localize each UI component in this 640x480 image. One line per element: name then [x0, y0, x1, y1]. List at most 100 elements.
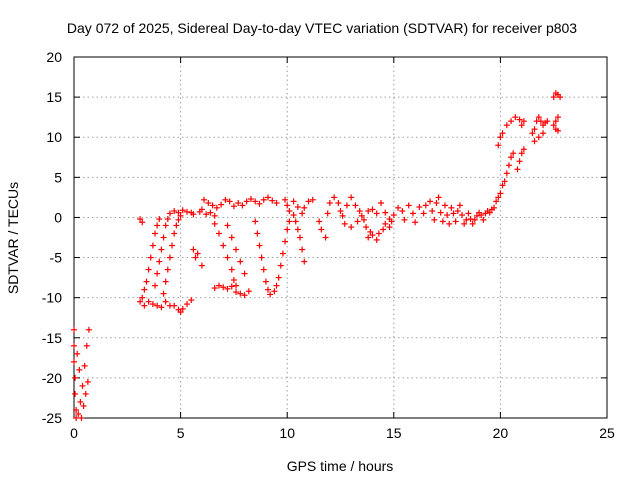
- data-point: [322, 234, 329, 241]
- data-point: [205, 200, 212, 207]
- data-point: [433, 200, 440, 207]
- data-point: [211, 285, 218, 292]
- data-point: [77, 398, 84, 405]
- data-point: [201, 196, 208, 203]
- data-point: [299, 210, 306, 217]
- data-point: [478, 212, 485, 219]
- data-point: [233, 246, 240, 253]
- y-tick-label: 20: [46, 49, 62, 65]
- data-point: [74, 350, 81, 357]
- data-point: [348, 194, 355, 201]
- data-point: [512, 114, 519, 121]
- data-point: [439, 218, 446, 225]
- data-point: [171, 208, 178, 215]
- data-point: [294, 226, 301, 233]
- data-point: [441, 202, 448, 209]
- data-point: [209, 202, 216, 209]
- data-point: [169, 242, 176, 249]
- data-point: [85, 326, 92, 333]
- data-point: [290, 198, 297, 205]
- data-point: [71, 342, 77, 349]
- data-point: [72, 374, 79, 381]
- data-point: [503, 122, 510, 129]
- data-point: [431, 216, 438, 223]
- data-point: [497, 190, 504, 197]
- data-point: [390, 212, 397, 219]
- data-point: [156, 216, 163, 223]
- data-point: [220, 284, 227, 291]
- data-point: [179, 207, 186, 214]
- tick-layer: 0 5 10 15 20 25 -25 -20 -15 -10 -5 0 5 10 15 20: [42, 49, 615, 441]
- x-tick-label: 5: [177, 425, 185, 441]
- data-point: [367, 228, 374, 235]
- data-point: [301, 204, 308, 211]
- data-point: [292, 218, 299, 225]
- data-point: [284, 202, 291, 209]
- data-point: [175, 216, 182, 223]
- data-point: [386, 224, 393, 231]
- data-point: [495, 142, 502, 149]
- data-point: [365, 234, 372, 241]
- data-point: [235, 200, 242, 207]
- data-point: [535, 114, 542, 121]
- data-point: [446, 220, 453, 227]
- y-tick-label: 10: [46, 129, 62, 145]
- data-point: [265, 194, 272, 201]
- data-point: [363, 224, 370, 231]
- data-point: [516, 116, 523, 123]
- data-point: [228, 266, 235, 273]
- data-point: [177, 212, 184, 219]
- data-point: [239, 202, 246, 209]
- data-point: [262, 278, 269, 285]
- data-point: [252, 198, 259, 205]
- data-point: [173, 222, 180, 229]
- data-point: [341, 220, 348, 227]
- data-point: [218, 201, 225, 208]
- data-point: [348, 224, 355, 231]
- data-point: [160, 290, 167, 297]
- data-point: [497, 134, 504, 141]
- data-point: [145, 298, 152, 305]
- data-point: [535, 134, 542, 141]
- data-point: [395, 204, 402, 211]
- data-point: [409, 210, 416, 217]
- data-point: [192, 254, 199, 261]
- x-tick-label: 20: [493, 425, 509, 441]
- data-point: [554, 127, 561, 134]
- data-point: [309, 196, 316, 203]
- y-axis-title: SDTVAR / TECUs: [5, 182, 21, 294]
- data-point: [252, 218, 259, 225]
- y-tick-label: -15: [42, 330, 62, 346]
- data-point: [213, 204, 220, 211]
- data-point: [296, 234, 303, 241]
- data-point: [444, 212, 451, 219]
- data-point: [211, 220, 218, 227]
- data-point: [224, 254, 231, 261]
- data-point: [194, 250, 201, 257]
- y-tick-label: -20: [42, 370, 62, 386]
- data-point: [177, 309, 184, 316]
- data-point: [211, 212, 218, 219]
- data-point: [520, 118, 527, 125]
- x-tick-label: 0: [70, 425, 78, 441]
- data-point: [143, 278, 150, 285]
- data-point: [495, 194, 502, 201]
- data-point: [158, 304, 165, 311]
- data-point: [514, 166, 521, 173]
- data-point: [260, 266, 267, 273]
- data-point: [282, 238, 289, 245]
- data-point: [149, 242, 156, 249]
- data-point: [162, 278, 169, 285]
- data-point: [188, 297, 195, 304]
- data-point: [412, 219, 419, 226]
- data-point: [480, 216, 487, 223]
- data-point: [471, 216, 478, 223]
- data-point: [175, 209, 182, 216]
- data-point: [331, 194, 338, 201]
- data-point: [154, 222, 161, 229]
- data-point: [226, 198, 233, 205]
- y-tick-label: -10: [42, 290, 62, 306]
- data-point: [156, 258, 163, 265]
- data-point: [516, 158, 523, 165]
- data-point: [203, 211, 210, 218]
